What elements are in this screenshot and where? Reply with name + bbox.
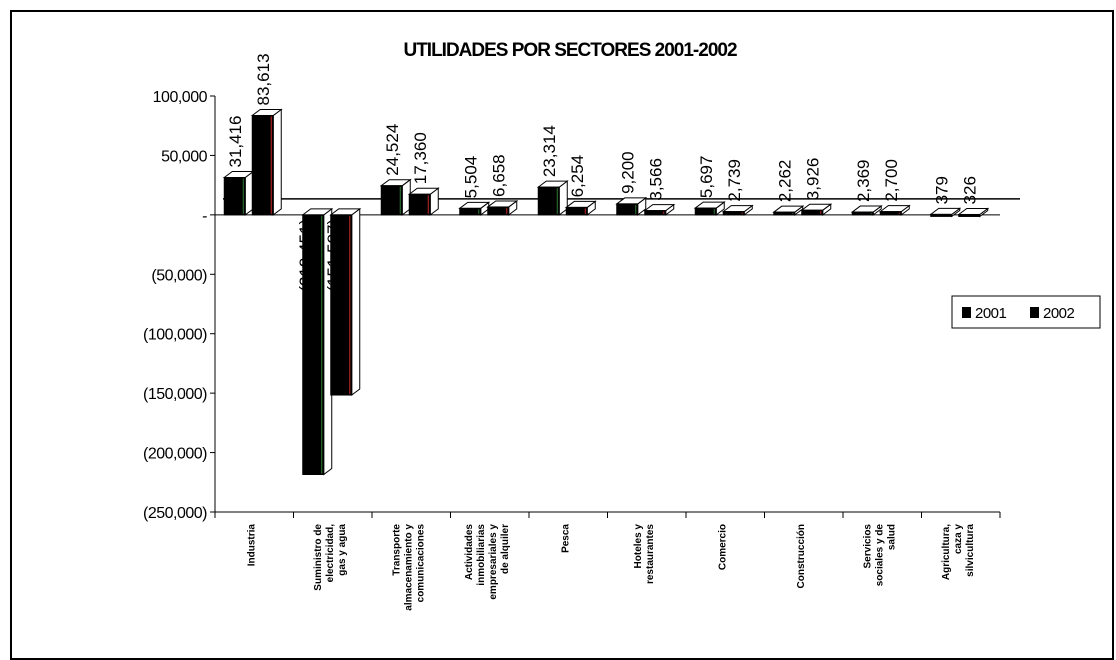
data-label: 3,926 <box>803 158 822 201</box>
bar-side <box>351 207 361 397</box>
data-label: 23,314 <box>540 125 559 177</box>
x-category-label: Pesca <box>560 524 571 553</box>
bar-2001 <box>459 207 482 216</box>
bar-2002 <box>251 114 274 216</box>
data-label: 2,700 <box>882 159 901 202</box>
bar-2001 <box>773 211 796 216</box>
legend-swatch <box>962 307 971 318</box>
y-tick-label: - <box>202 208 207 225</box>
x-category-label: Hoteles yrestaurantes <box>633 524 656 584</box>
bar-side <box>272 108 282 216</box>
bar-2001 <box>616 203 639 216</box>
bar-2002 <box>330 214 353 396</box>
chart-title: UTILIDADES POR SECTORES 2001-2002 <box>403 40 736 61</box>
bar-2002 <box>644 210 667 216</box>
bar-2001 <box>930 213 953 217</box>
bar-2002 <box>879 211 902 216</box>
x-category-label: Comercio <box>717 524 728 570</box>
data-label: 2,369 <box>854 159 873 202</box>
data-label: 83,613 <box>254 53 273 105</box>
data-label: 31,416 <box>226 116 245 168</box>
y-tick-label: (250,000) <box>143 505 207 522</box>
x-category-label: Transportealmacenamiento ycomunicaciones <box>391 524 426 611</box>
bar-2001 <box>694 207 717 216</box>
data-label: 2,262 <box>775 160 794 203</box>
x-category-label: Actividadesinmobiliariasempresariales yd… <box>464 524 511 600</box>
data-label: (151,587) <box>324 219 343 292</box>
y-tick-label: (200,000) <box>143 446 207 463</box>
data-label: 6,658 <box>489 154 508 197</box>
bar-2001 <box>223 177 246 216</box>
y-tick-label: (100,000) <box>143 327 207 344</box>
bar-2002 <box>801 209 824 216</box>
bar-2002 <box>958 213 981 217</box>
data-label: 24,524 <box>383 124 402 176</box>
data-label: 6,254 <box>568 155 587 198</box>
x-category-label: Suministro deelectricidad,gas y agua <box>313 524 348 591</box>
y-tick-label: 50,000 <box>161 148 208 165</box>
y-tick-label: (50,000) <box>151 267 207 284</box>
bar-2002 <box>408 193 431 216</box>
bar-2001 <box>380 185 403 216</box>
x-category-label: Construcción <box>796 524 807 588</box>
data-label: 5,504 <box>461 156 480 199</box>
data-label: 9,200 <box>618 151 637 194</box>
data-label: 326 <box>960 176 979 204</box>
y-tick-label: 100,000 <box>153 89 208 106</box>
bar-2001 <box>537 186 560 216</box>
legend-box <box>951 295 1101 329</box>
data-label: 17,360 <box>411 132 430 184</box>
bar-2002 <box>487 206 510 216</box>
data-label: (218,451) <box>296 219 315 292</box>
bar-2001 <box>851 211 874 216</box>
data-label: 5,697 <box>697 156 716 199</box>
x-category-label: Serviciossociales y desalud <box>862 524 897 587</box>
legend-swatch <box>1030 307 1039 318</box>
data-label: 379 <box>932 176 951 204</box>
bar-2002 <box>722 211 745 216</box>
x-category-label: Agricultura,caza ysilvicultura <box>941 524 976 581</box>
data-label: 3,566 <box>646 158 665 201</box>
bar-2002 <box>565 206 588 216</box>
y-tick-label: (150,000) <box>143 386 207 403</box>
data-label: 2,739 <box>725 159 744 202</box>
bar-2001 <box>302 214 325 476</box>
x-category-label: Industria <box>246 524 257 567</box>
legend-label: 2002 <box>1043 305 1075 322</box>
legend-label: 2001 <box>975 305 1007 322</box>
